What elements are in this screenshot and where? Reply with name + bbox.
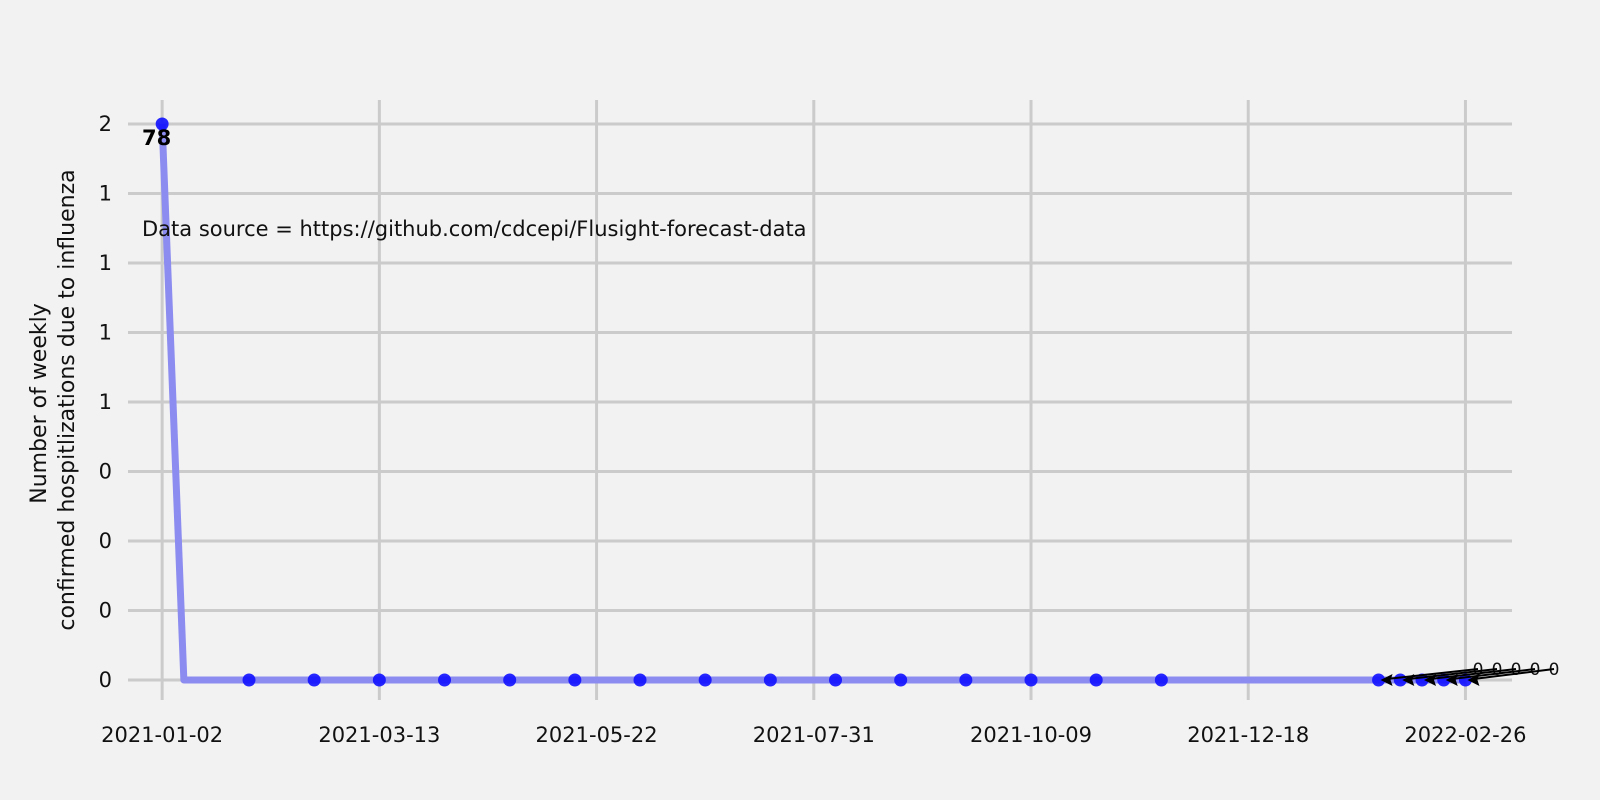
- data-point: [894, 673, 908, 687]
- grid-layer: [128, 100, 1512, 700]
- y-axis-ticks: 0 0 0 0 1 1 1 1 2: [99, 112, 112, 692]
- data-point: [1372, 673, 1386, 687]
- y-tick-label: 1: [99, 390, 112, 414]
- y-tick-label: 1: [99, 321, 112, 345]
- data-point: [1024, 673, 1038, 687]
- annotation-arrow: [1386, 668, 1479, 680]
- data-point: [568, 673, 582, 687]
- y-tick-label: 0: [99, 668, 112, 692]
- data-point: [1154, 673, 1168, 687]
- y-axis-label: Number of weekly confirmed hospitlizatio…: [27, 169, 80, 630]
- arrow-head: [1445, 674, 1458, 686]
- data-source-annotation: Data source = https://github.com/cdcepi/…: [142, 217, 807, 241]
- peak-data-label: 78: [142, 126, 171, 150]
- x-axis-ticks: 2021-01-02 2021-03-13 2021-05-22 2021-07-31…: [101, 723, 1526, 747]
- tail-annotations: 00000: [1380, 660, 1559, 686]
- data-point: [503, 673, 517, 687]
- x-tick-label: 2022-02-26: [1404, 723, 1526, 747]
- y-tick-label: 1: [99, 251, 112, 275]
- data-point: [1089, 673, 1103, 687]
- y-axis-label-line-2: confirmed hospitlizations due to influen…: [55, 169, 80, 630]
- y-axis-label-line-1: Number of weekly: [27, 303, 52, 504]
- data-point: [959, 673, 973, 687]
- data-point: [438, 673, 452, 687]
- x-tick-label: 2021-03-13: [318, 723, 440, 747]
- arrow-head: [1380, 674, 1393, 686]
- x-tick-label: 2021-12-18: [1187, 723, 1309, 747]
- x-tick-label: 2021-10-09: [970, 723, 1092, 747]
- x-tick-label: 2021-05-22: [536, 723, 658, 747]
- data-point: [372, 673, 386, 687]
- data-point: [829, 673, 843, 687]
- x-tick-label: 2021-01-02: [101, 723, 223, 747]
- data-point: [307, 673, 321, 687]
- data-point: [155, 117, 169, 131]
- y-tick-label: 1: [99, 182, 112, 206]
- y-tick-label: 0: [99, 529, 112, 553]
- arrow-head: [1402, 674, 1415, 686]
- x-tick-label: 2021-07-31: [753, 723, 875, 747]
- arrow-head: [1467, 674, 1480, 686]
- annotation-arrow: [1451, 668, 1536, 680]
- data-point: [698, 673, 712, 687]
- y-tick-label: 0: [99, 460, 112, 484]
- y-tick-label: 2: [99, 112, 112, 136]
- data-point: [633, 673, 647, 687]
- arrow-head: [1424, 674, 1437, 686]
- annotation-arrow: [1473, 668, 1555, 680]
- data-point: [242, 673, 256, 687]
- data-point: [763, 673, 777, 687]
- annotation-arrow: [1408, 668, 1498, 680]
- annotation-arrow: [1429, 668, 1517, 680]
- y-tick-label: 0: [99, 599, 112, 623]
